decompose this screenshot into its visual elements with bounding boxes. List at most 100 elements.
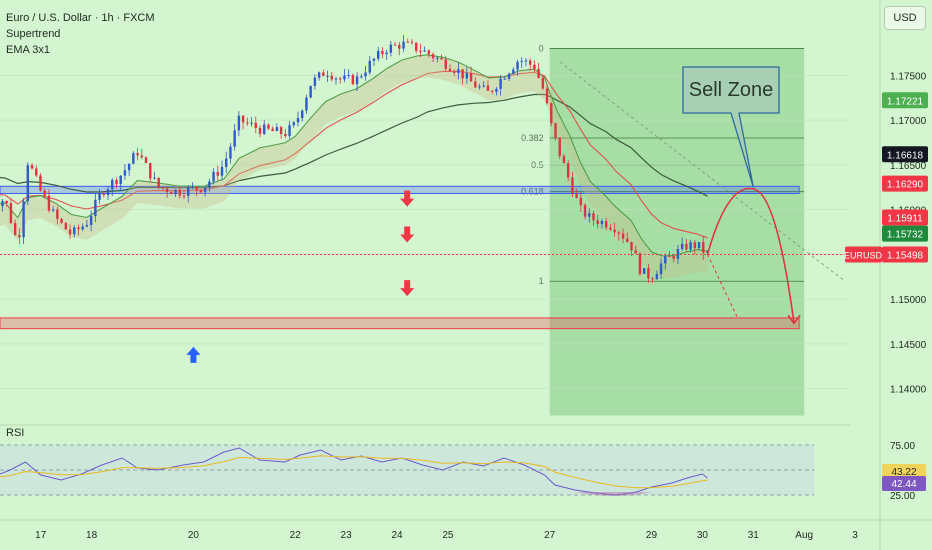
- candle-body: [279, 127, 283, 134]
- red-target-zone: [0, 317, 800, 330]
- candle-body: [212, 171, 215, 182]
- candle-body: [326, 75, 329, 77]
- candle-body: [659, 263, 663, 275]
- candle-body: [537, 68, 540, 78]
- x-tick-label: 25: [442, 530, 454, 541]
- candle-body: [579, 197, 583, 206]
- candle-body: [68, 229, 72, 235]
- price-badge-value: 1.16618: [887, 150, 924, 161]
- candle-body: [178, 189, 181, 196]
- candle-body: [685, 243, 688, 250]
- candle-body: [655, 274, 659, 280]
- down-arrow-icon: [400, 280, 415, 297]
- candle-body: [187, 187, 190, 196]
- rsi-oversold-fill: [575, 492, 652, 496]
- candle-body: [123, 170, 127, 176]
- candle-body: [642, 268, 646, 274]
- candle-body: [676, 249, 680, 259]
- candle-body: [351, 74, 355, 85]
- candle-body: [621, 233, 625, 239]
- candle-body: [144, 157, 148, 163]
- candle-body: [149, 162, 152, 179]
- candle-body: [554, 123, 557, 138]
- candle-body: [271, 128, 274, 132]
- currency-button[interactable]: USD: [884, 6, 926, 30]
- candle-body: [89, 216, 93, 226]
- sell-zone-callout: Sell Zone: [682, 66, 780, 188]
- candle-body: [609, 227, 612, 230]
- candle-body: [47, 195, 51, 211]
- price-badge-value: 1.15732: [887, 230, 924, 241]
- candle-body: [647, 268, 650, 279]
- down-arrow-icon: [400, 190, 415, 207]
- chart-legend: Euro / U.S. Dollar · 1h · FXCM Supertren…: [6, 10, 155, 58]
- candle-body: [317, 72, 321, 78]
- price-badge: [882, 92, 928, 109]
- candle-body: [22, 201, 25, 238]
- candle-body: [182, 195, 186, 197]
- candle-body: [634, 250, 637, 254]
- candle-body: [664, 255, 667, 264]
- y-tick-label: 1.17500: [890, 71, 927, 82]
- indicator-ema[interactable]: EMA 3x1: [6, 44, 51, 56]
- candle-body: [558, 137, 561, 156]
- candle-body: [170, 192, 173, 195]
- candle-body: [119, 175, 122, 185]
- price-badge-value: 1.16290: [887, 180, 924, 191]
- candle-body: [111, 179, 114, 190]
- candle-body: [56, 209, 59, 219]
- x-tick-label: 30: [697, 530, 709, 541]
- candle-body: [689, 242, 692, 250]
- candle-body: [60, 218, 63, 223]
- candle-body: [35, 168, 38, 176]
- candle-body: [296, 118, 300, 123]
- candle-body: [13, 223, 17, 236]
- candle-body: [436, 57, 439, 59]
- candle-body: [237, 115, 241, 131]
- y-tick-label: 1.16500: [890, 161, 927, 172]
- candle-body: [461, 69, 464, 79]
- price-badge-value: 1.17221: [887, 96, 924, 107]
- projection-arrowhead: [787, 314, 801, 325]
- candle-body: [322, 72, 325, 76]
- rsi-badge: [882, 464, 926, 479]
- candle-body: [469, 73, 473, 82]
- candle-body: [64, 222, 68, 230]
- signal-arrows: [186, 190, 415, 363]
- rsi-label: RSI: [6, 427, 25, 439]
- symbol-badge-label: EURUSD: [844, 251, 883, 261]
- candle-body: [157, 177, 160, 188]
- candle-body: [18, 235, 21, 238]
- price-badge: [882, 209, 928, 226]
- x-tick-label: 22: [290, 530, 302, 541]
- candle-body: [604, 220, 608, 228]
- candle-body: [495, 88, 498, 92]
- sell-zone-box: [682, 66, 780, 188]
- candle-body: [132, 153, 135, 164]
- candle-body: [423, 50, 426, 52]
- x-tick-label: 24: [391, 530, 403, 541]
- candle-body: [520, 60, 523, 62]
- candle-body: [474, 81, 477, 88]
- fib-level-label: 0.382: [521, 133, 544, 143]
- candle-body: [431, 54, 435, 59]
- candle-body: [98, 193, 101, 200]
- candle-body: [81, 226, 84, 230]
- fib-level-label: 0.618: [521, 187, 544, 197]
- price-badge: [882, 225, 928, 242]
- rsi-axis-label: 25.00: [890, 491, 915, 502]
- candle-body: [600, 220, 604, 225]
- symbol-title[interactable]: Euro / U.S. Dollar · 1h · FXCM: [6, 12, 155, 24]
- candle-body: [140, 155, 143, 158]
- fib-level-label: 1: [539, 276, 544, 286]
- candle-body: [275, 127, 279, 132]
- projection-path: [706, 187, 801, 325]
- indicator-supertrend[interactable]: Supertrend: [6, 28, 61, 40]
- candle-body: [528, 60, 532, 65]
- x-tick-label: 27: [544, 530, 556, 541]
- candle-body: [419, 50, 422, 52]
- candle-body: [672, 256, 675, 259]
- candle-body: [550, 103, 553, 124]
- candle-body: [254, 122, 257, 128]
